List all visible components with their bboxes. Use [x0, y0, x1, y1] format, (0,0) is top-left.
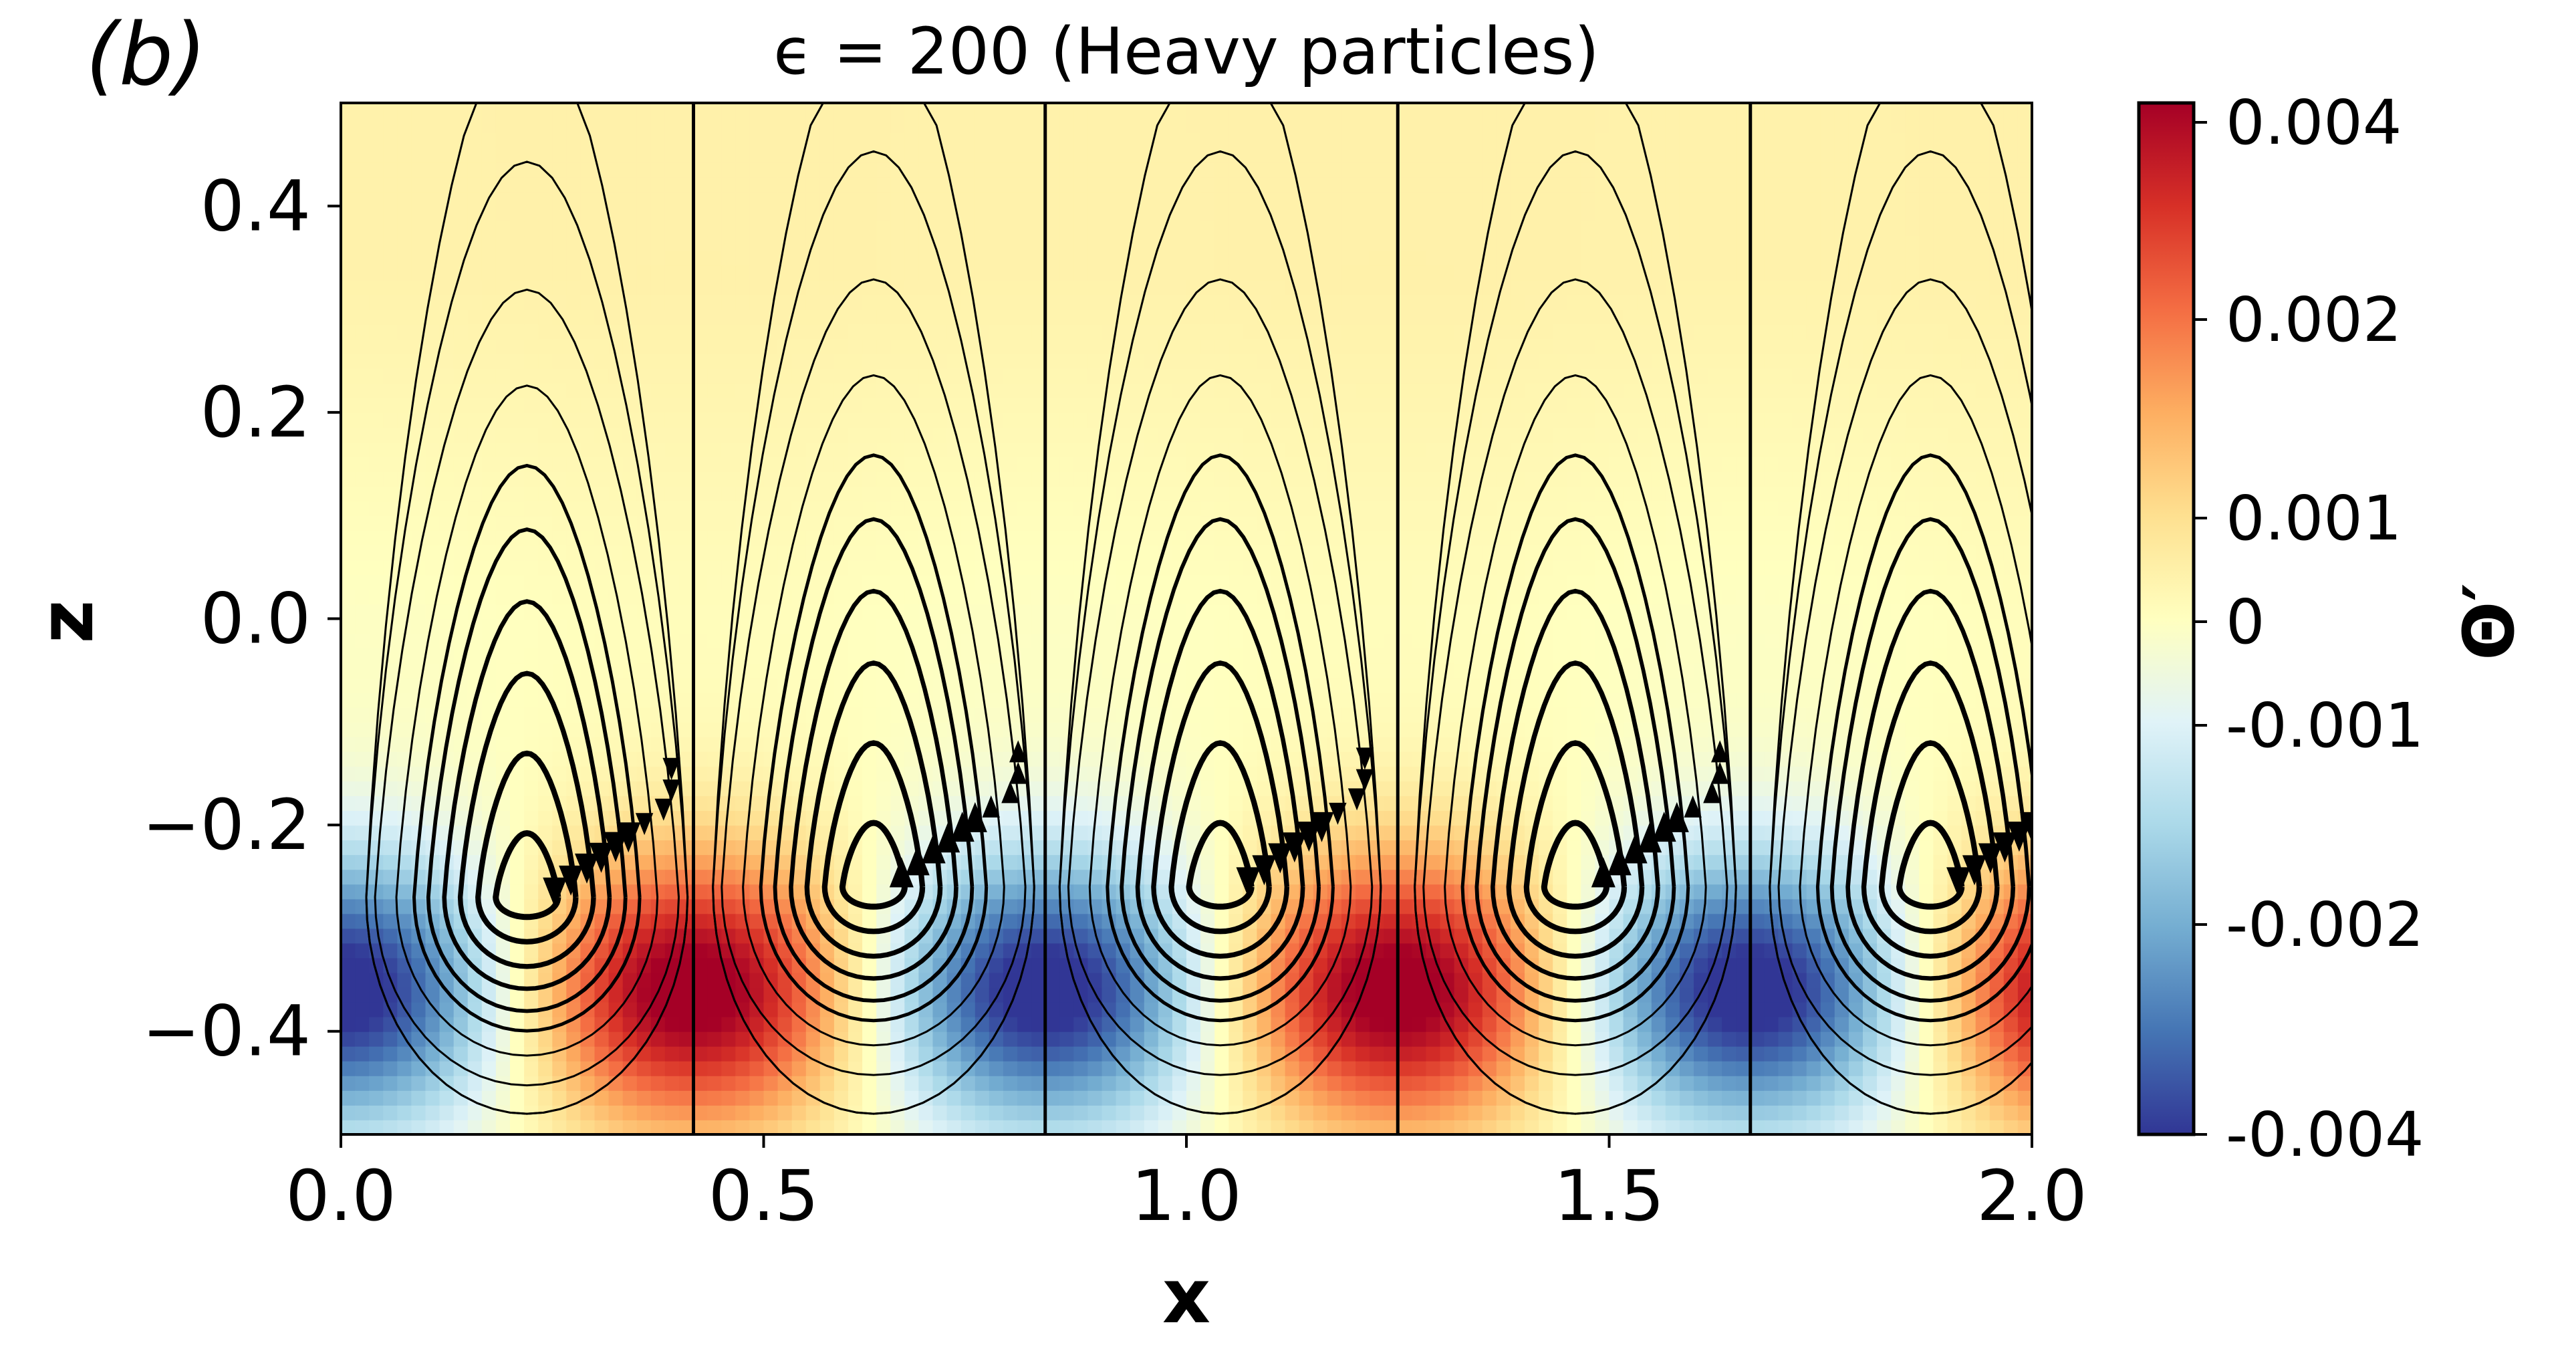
colorbar-tick-label: 0.004 [2226, 87, 2402, 158]
streamline-arrow [1684, 795, 1702, 818]
streamline-arrow [654, 798, 672, 821]
streamline-arrow [1664, 802, 1689, 832]
colorbar-gradient [2137, 101, 2196, 1136]
streamline-arrow [1282, 832, 1307, 863]
streamline-arrow [1978, 843, 2003, 874]
streamline-arrow [2020, 812, 2032, 842]
streamline-arrow [1252, 855, 1277, 886]
streamline-arrow [1607, 845, 1632, 876]
streamline-arrow [589, 842, 614, 873]
streamline-arrow [1268, 843, 1293, 874]
streamline-arrow [1236, 867, 1261, 898]
streamline-arrow [2039, 803, 2057, 825]
streamline-arrow [1356, 747, 1374, 770]
streamline-arrow [2058, 788, 2075, 810]
streamline-arrow [950, 812, 975, 842]
streamline-arrow [635, 813, 654, 836]
streamline-arrow [889, 857, 914, 888]
colorbar-label: Θ′ [2448, 583, 2530, 660]
streamline-arrow [2066, 747, 2083, 769]
y-tick-label: 0.2 [201, 372, 311, 453]
x-tick-label: 1.0 [1131, 1155, 1241, 1237]
streamline-arrow [1309, 812, 1334, 842]
streamline-arrow [616, 822, 641, 853]
streamline-arrow [1962, 855, 1987, 886]
colorbar-tick-label: -0.004 [2226, 1099, 2424, 1171]
streamline-arrow [905, 845, 930, 876]
colorbar-tick-label: -0.002 [2226, 889, 2424, 961]
streamline-arrow [982, 795, 1000, 818]
streamline-arrow [543, 877, 567, 908]
streamline-arrow [1329, 802, 1347, 825]
chart-title: ϵ = 200 (Heavy particles) [773, 14, 1599, 89]
colorbar-tick-label: 0 [2226, 586, 2265, 658]
streamlines [365, 103, 2032, 1134]
plot-area [341, 103, 2083, 1134]
y-tick-label: −0.2 [142, 784, 311, 866]
colorbar-tick-label: -0.001 [2226, 690, 2424, 761]
x-axis-label: x [1162, 1253, 1210, 1340]
colorbar-tick-label: 0.002 [2226, 284, 2402, 356]
streamline-arrow [936, 822, 960, 853]
streamline-arrow [1297, 822, 1321, 852]
streamline-arrow [1591, 857, 1616, 888]
streamline-arrow [1009, 761, 1027, 784]
streamline-arrow [662, 757, 680, 780]
streamline-arrows [543, 740, 2083, 908]
streamline-arrow [1638, 822, 1662, 853]
streamline-arrow [1347, 788, 1366, 811]
streamline-arrow [1623, 833, 1648, 864]
streamline-arrow [1711, 740, 1729, 763]
streamline-arrow [1652, 812, 1676, 842]
streamline-arrow [559, 865, 584, 896]
streamline-arrow [662, 779, 680, 802]
panel-label: (b) [86, 5, 207, 105]
streamline-arrow [1001, 781, 1019, 804]
streamline-arrow [1946, 867, 1971, 898]
y-axis-label: z [23, 600, 110, 643]
streamline-arrow [1009, 740, 1027, 763]
streamline-arrow [2007, 822, 2031, 852]
streamline-arrow [921, 833, 946, 864]
streamline-arrow [1703, 781, 1721, 804]
colorbar: 0.004 0.002 0.001 0 -0.001 -0.002 -0.004 Θ′ [2137, 87, 2530, 1171]
streamline-arrow [1992, 832, 2017, 863]
colorbar-ticks: 0.004 0.002 0.001 0 -0.001 -0.002 -0.004 [2194, 87, 2424, 1171]
streamline-arrow [1356, 769, 1374, 791]
streamline-arrow [962, 802, 987, 832]
x-tick-label: 2.0 [1976, 1155, 2087, 1237]
streamline-arrow [604, 832, 628, 862]
x-tick-label: 0.0 [285, 1155, 396, 1237]
x-tick-label: 1.5 [1554, 1155, 1664, 1237]
y-tick-label: 0.0 [201, 578, 311, 660]
y-axis: 0.4 0.2 0.0 −0.2 −0.4 [142, 165, 341, 1072]
y-tick-label: 0.4 [201, 165, 311, 247]
colorbar-tick-label: 0.001 [2226, 483, 2402, 554]
x-axis: 0.0 0.5 1.0 1.5 2.0 [285, 1134, 2087, 1237]
streamline-arrow [575, 853, 600, 884]
streamline-arrow [1711, 761, 1729, 784]
x-tick-label: 0.5 [709, 1155, 819, 1237]
y-tick-label: −0.4 [142, 991, 311, 1072]
streamline-arrow [2066, 769, 2083, 791]
